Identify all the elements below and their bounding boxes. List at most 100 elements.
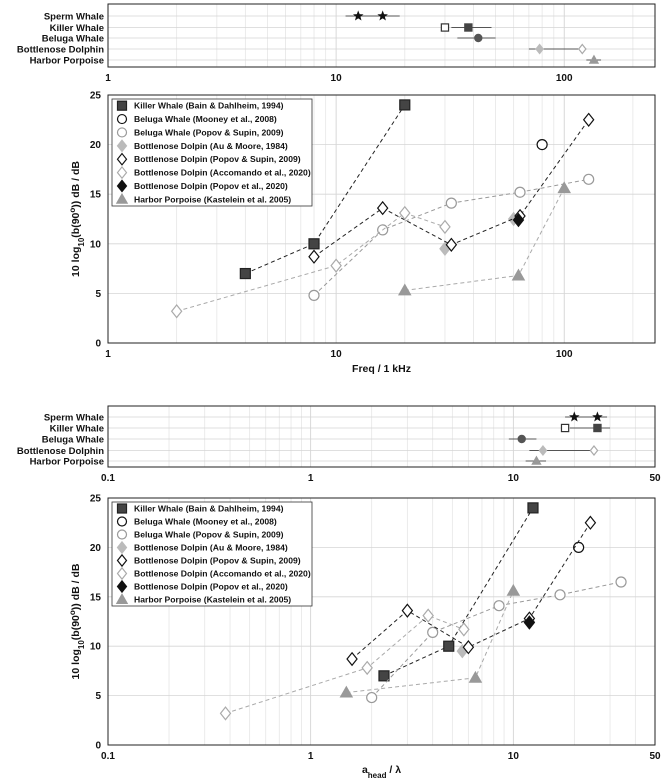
legend-label: Killer Whale (Bain & Dahlheim, 1994) — [134, 504, 284, 514]
y-tick-label: 10 — [90, 239, 102, 250]
legend-label: Beluga Whale (Popov & Supin, 2009) — [134, 530, 284, 540]
data-point — [527, 502, 539, 514]
data-point — [422, 608, 434, 623]
y-axis-label-part: 10 — [77, 237, 86, 246]
data-point — [523, 615, 536, 630]
data-point — [588, 54, 600, 64]
data-point — [439, 219, 451, 235]
category-label: Beluga Whale — [42, 33, 104, 44]
data-point — [474, 33, 483, 43]
x-tick-label: 10 — [331, 349, 343, 360]
y-tick-label: 15 — [90, 190, 102, 201]
data-point — [573, 541, 585, 554]
data-point — [493, 600, 505, 612]
data-point — [378, 670, 390, 682]
data-point — [219, 706, 232, 721]
data-point — [464, 23, 473, 32]
y-tick-label: 25 — [90, 91, 102, 102]
legend-label: Beluga Whale (Mooney et al., 2008) — [134, 114, 277, 124]
x-tick-label: 50 — [649, 751, 661, 762]
data-point — [584, 515, 597, 530]
data-point — [531, 455, 542, 465]
y-tick-label: 15 — [90, 592, 102, 603]
legend-marker — [116, 179, 128, 193]
x-tick-label: 1 — [308, 473, 314, 484]
category-label: Bottlenose Dolphin — [17, 446, 104, 457]
legend: Killer Whale (Bain & Dahlheim, 1994) Belu… — [111, 98, 313, 207]
data-point — [511, 268, 526, 281]
data-point — [330, 258, 342, 273]
data-point — [399, 99, 411, 111]
legend-box — [111, 501, 313, 607]
data-point — [557, 181, 572, 194]
data-point — [239, 267, 251, 280]
y-tick-label: 20 — [90, 140, 102, 151]
y-axis-label-part: o — [68, 610, 77, 615]
data-point — [445, 237, 458, 253]
x-tick-label: 100 — [556, 73, 573, 84]
data-point — [583, 173, 595, 185]
data-point — [399, 205, 411, 221]
data-point — [170, 304, 183, 319]
x-tick-label: 1 — [105, 349, 111, 360]
data-point — [308, 238, 320, 250]
plot-area — [108, 406, 655, 467]
category-label: Harbor Porpoise — [30, 456, 104, 467]
legend-label: Bottlenose Dolpin (Accomando et al., 202… — [134, 569, 311, 579]
legend-box — [111, 98, 313, 207]
category-label: Killer Whale — [50, 23, 104, 34]
data-point — [582, 112, 595, 128]
data-point — [308, 289, 320, 301]
data-point — [361, 660, 373, 676]
data-point — [538, 445, 548, 456]
x-tick-label: 10 — [508, 473, 520, 484]
data-point — [353, 10, 364, 21]
legend-label: Bottlenose Dolpin (Popov & Supin, 2009) — [134, 154, 301, 164]
legend-marker — [116, 152, 128, 166]
data-point — [366, 691, 378, 704]
y-axis-label-part: 10 log — [70, 649, 82, 679]
x-axis-label-part: / λ — [386, 764, 401, 776]
x-tick-label: 10 — [331, 73, 343, 84]
x-tick-label: 10 — [508, 751, 520, 762]
legend-marker — [116, 553, 128, 568]
plot-area — [108, 4, 655, 67]
legend-marker — [116, 579, 128, 594]
legend-marker — [116, 566, 128, 581]
y-tick-label: 5 — [95, 289, 101, 300]
category-label: Sperm Whale — [44, 412, 104, 423]
legend-marker — [115, 593, 129, 604]
category-label: Sperm Whale — [44, 11, 104, 22]
series-line — [225, 615, 465, 714]
data-point — [514, 186, 526, 198]
data-point — [376, 200, 389, 216]
data-point — [506, 583, 521, 596]
legend-marker — [116, 127, 128, 138]
legend-marker — [116, 113, 128, 125]
data-point — [445, 197, 457, 209]
y-tick-label: 0 — [95, 339, 101, 350]
data-point — [593, 423, 602, 433]
legend-label: Harbor Porpoise (Kastelein et al. 2005) — [134, 595, 291, 605]
y-tick-label: 5 — [95, 691, 101, 702]
data-point — [468, 670, 483, 683]
y-tick-label: 10 — [90, 642, 102, 653]
legend-label: Bottlenose Dolpin (Popov et al., 2020) — [134, 582, 288, 592]
y-axis-label-part: (b(90 — [70, 615, 82, 640]
x-tick-label: 1 — [105, 73, 111, 84]
data-point — [462, 639, 475, 655]
legend-label: Beluga Whale (Mooney et al., 2008) — [134, 517, 277, 527]
x-tick-label: 1 — [308, 751, 314, 762]
data-point — [589, 445, 599, 456]
data-point — [443, 640, 455, 652]
data-point — [512, 212, 525, 228]
legend-marker — [116, 540, 128, 555]
legend-label: Bottlenose Dolpin (Accomando et al., 202… — [134, 168, 311, 178]
y-tick-label: 0 — [95, 741, 101, 752]
data-point — [615, 576, 627, 588]
y-axis-label: 10 log10(b(90o)) dB / dB — [68, 563, 86, 679]
